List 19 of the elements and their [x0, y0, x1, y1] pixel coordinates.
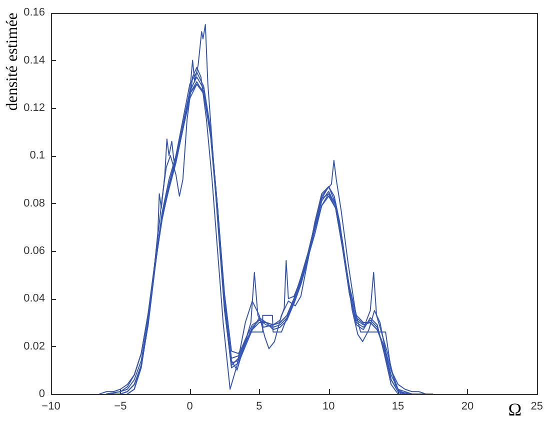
x-tick-label: 20	[461, 400, 474, 413]
y-tick-label: 0.02	[24, 340, 45, 352]
y-axis-title: densité estimée	[4, 12, 21, 111]
y-tick-label: 0.06	[24, 245, 45, 258]
y-tick-label: 0.08	[24, 197, 45, 210]
x-tick-label: 0	[186, 400, 193, 413]
x-tick-label: −10	[42, 400, 60, 413]
x-tick-label: 5	[256, 400, 262, 413]
x-tick-label: −5	[114, 400, 127, 413]
y-tick-label: 0.14	[24, 54, 45, 66]
y-tick-label: 0.04	[24, 292, 45, 305]
y-tick-label: 0.12	[24, 102, 45, 114]
x-tick-label: 25	[530, 400, 544, 413]
x-tick-label: 15	[392, 400, 404, 413]
x-axis-title: Ω	[508, 400, 522, 420]
y-tick-label: 0.16	[24, 6, 45, 19]
y-tick-label: 0.1	[30, 150, 45, 162]
y-tick-label: 0	[38, 388, 45, 400]
x-tick-label: 10	[322, 400, 335, 413]
